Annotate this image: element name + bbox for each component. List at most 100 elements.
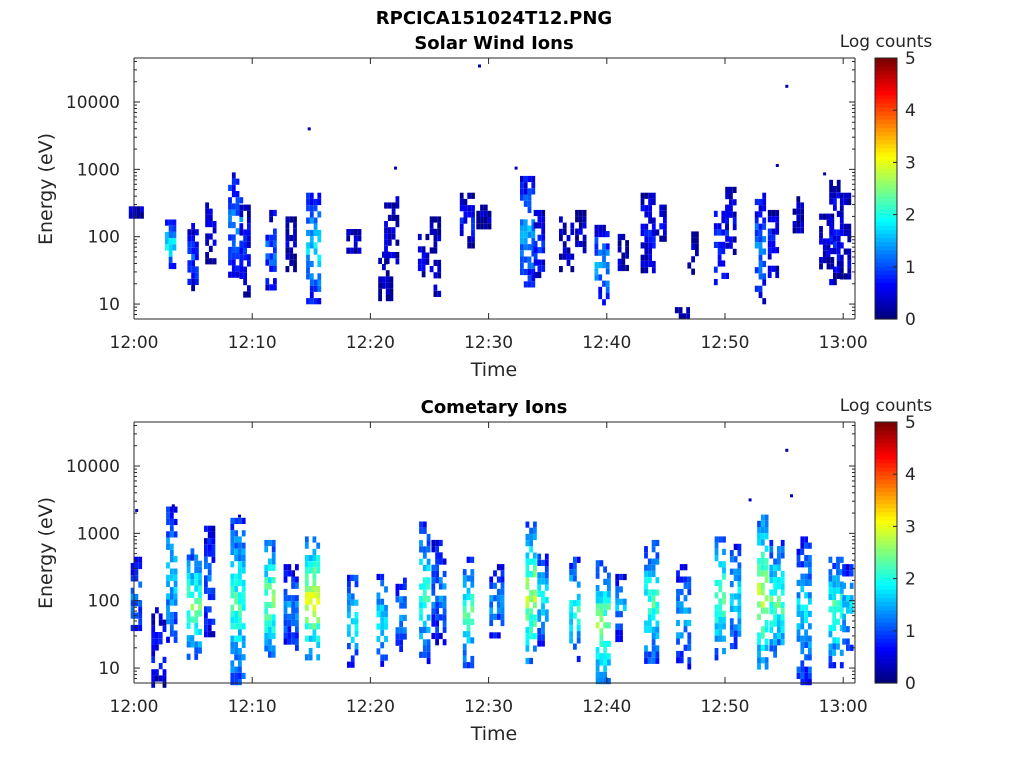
- spectrogram-cell: [541, 640, 545, 647]
- spectrogram-cell: [211, 525, 216, 532]
- spectrogram-cell: [737, 593, 742, 600]
- colorbar-segment: [875, 257, 897, 263]
- spectrogram-cell: [287, 638, 292, 645]
- spectrogram-cell: [603, 640, 607, 647]
- spectrogram-cell: [403, 577, 407, 584]
- spectrogram-cell: [764, 620, 769, 627]
- spectrogram-cell: [459, 229, 464, 237]
- spectrogram-cell: [134, 575, 139, 582]
- spectrogram-cell: [529, 626, 533, 634]
- spectrogram-cell: [842, 613, 846, 620]
- spectrogram-cell: [659, 210, 664, 217]
- spectrogram-cell: [238, 654, 242, 661]
- spectrogram-cell: [238, 548, 242, 555]
- spectrogram-cell: [757, 558, 761, 565]
- spectrogram-cell: [833, 241, 837, 248]
- spectrogram-cell: [194, 616, 199, 623]
- spectrogram-cell: [523, 237, 528, 245]
- spectrogram-cell: [208, 221, 213, 228]
- spectrogram-cell: [293, 235, 297, 242]
- spectrogram-cell: [128, 206, 133, 213]
- spectrogram-cell: [195, 266, 199, 273]
- spectrogram-cell: [570, 222, 575, 229]
- spectrogram-cell: [796, 672, 801, 679]
- spectrogram-cell: [599, 560, 604, 567]
- spectrogram-cell: [395, 596, 400, 603]
- spectrogram-cell: [718, 623, 723, 630]
- spectrogram-cell: [722, 536, 726, 543]
- spectrogram-cell: [828, 631, 833, 638]
- spectrogram-cell: [683, 644, 688, 651]
- spectrogram-cell: [839, 223, 844, 230]
- spectrogram-cell: [235, 228, 240, 235]
- spectrogram-cell: [729, 193, 733, 200]
- spectrogram-cell: [520, 194, 524, 201]
- colorbar-segment: [875, 470, 897, 476]
- spectrogram-cell: [760, 589, 765, 596]
- spectrogram-cell: [771, 228, 776, 235]
- spectrogram-cell: [531, 231, 536, 238]
- burst: [166, 506, 178, 643]
- spectrogram-cell: [721, 272, 726, 279]
- spectrogram-cell: [312, 536, 317, 543]
- spectrogram-cell: [426, 595, 431, 603]
- spectrogram-cell: [470, 556, 475, 563]
- spectrogram-cell: [426, 564, 431, 572]
- spectrogram-cell: [575, 240, 579, 248]
- spectrogram-cell: [676, 650, 680, 658]
- spectrogram-cell: [562, 222, 567, 229]
- spectrogram-cell: [764, 527, 769, 534]
- spectrogram-cell: [804, 579, 808, 586]
- spectrogram-cell: [291, 619, 295, 627]
- spectrogram-cell: [422, 651, 427, 658]
- colorbar-segment: [875, 462, 897, 468]
- spectrogram-cell: [599, 640, 604, 647]
- spectrogram-cell: [291, 607, 295, 614]
- spectrogram-cell: [151, 619, 156, 626]
- spectrogram-cell: [190, 554, 195, 561]
- spectrogram-cell: [168, 231, 173, 239]
- spectrogram-cell: [808, 573, 812, 580]
- spectrogram-cell: [151, 625, 156, 632]
- spectrogram-cell: [389, 295, 394, 302]
- spectrogram-cell: [173, 518, 178, 526]
- spectrogram-cell: [686, 313, 690, 320]
- spectrogram-cell: [762, 198, 767, 206]
- spectrogram-cell: [644, 626, 648, 633]
- spectrogram-cell: [205, 202, 209, 209]
- spectrogram-cell: [687, 588, 692, 596]
- spectrogram-cell: [204, 581, 208, 588]
- spectrogram-cell: [228, 215, 232, 222]
- spectrogram-cell: [647, 595, 652, 602]
- spectrogram-cell: [595, 659, 600, 666]
- spectrogram-cell: [187, 235, 192, 242]
- spectrogram-cell: [594, 249, 599, 256]
- spectrogram-cell: [800, 666, 805, 673]
- spectrogram-cell: [466, 593, 471, 601]
- spectrogram-cell: [208, 233, 213, 240]
- spectrogram-cell: [640, 267, 645, 274]
- spectrogram-cell: [541, 578, 545, 585]
- spectrogram-cell: [525, 571, 530, 578]
- spectrogram-cell: [399, 621, 403, 628]
- spectrogram-cell: [520, 244, 524, 251]
- spectrogram-cell: [527, 244, 532, 251]
- spectrogram-cell: [384, 617, 388, 624]
- spectrogram-cell: [433, 241, 438, 248]
- spectrogram-cell: [291, 576, 295, 583]
- spectrogram-cell: [525, 583, 530, 590]
- spectrogram-cell: [655, 608, 660, 615]
- spectrogram-cell: [773, 564, 777, 571]
- spectrogram-cell: [773, 583, 777, 590]
- spectrogram-cell: [644, 657, 648, 664]
- spectrogram-cell: [529, 540, 533, 547]
- spectrogram-cell: [354, 630, 359, 637]
- spectrogram-cell: [537, 640, 542, 647]
- spectrogram-cell: [313, 223, 318, 230]
- spectrogram-cell: [376, 648, 381, 655]
- spectrogram-cell: [729, 199, 733, 206]
- spectrogram-cell: [198, 628, 202, 636]
- spectrogram-cell: [230, 579, 235, 586]
- spectrogram-cell: [459, 198, 464, 206]
- spectrogram-cell: [767, 247, 772, 254]
